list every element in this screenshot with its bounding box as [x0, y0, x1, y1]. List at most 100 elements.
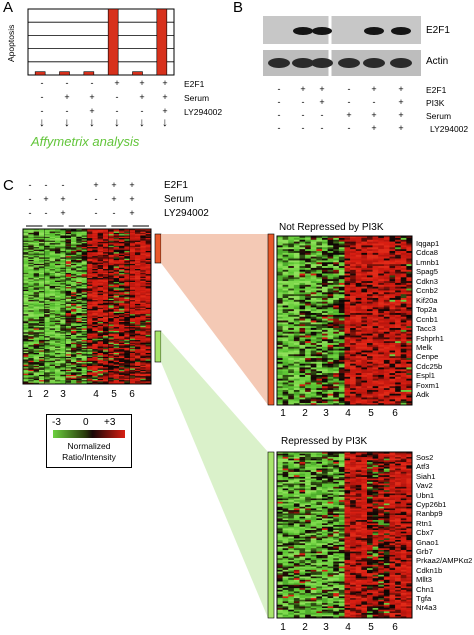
- heatmap-cell: [378, 369, 385, 372]
- heatmap-cell: [76, 249, 82, 252]
- heatmap-cell: [81, 289, 88, 292]
- heatmap-cell: [97, 373, 104, 376]
- heatmap-cell: [39, 306, 45, 309]
- heatmap-cell: [76, 323, 82, 325]
- heatmap-cell: [327, 296, 334, 299]
- heatmap-cell: [33, 323, 40, 325]
- heatmap-cell: [44, 288, 50, 291]
- heatmap-cell: [71, 231, 77, 234]
- heatmap-cell: [372, 251, 379, 254]
- heatmap-cell: [124, 238, 130, 240]
- heatmap-cell: [97, 363, 104, 365]
- heatmap-cell: [119, 306, 125, 309]
- heatmap-cell: [338, 335, 345, 338]
- heatmap-cell: [87, 293, 93, 296]
- heatmap-cell: [55, 230, 61, 232]
- heatmap-cell: [33, 260, 40, 262]
- heatmap-cell: [322, 344, 328, 348]
- heatmap-cell: [129, 243, 136, 245]
- heatmap-cell: [33, 284, 40, 287]
- heatmap-cell: [327, 328, 334, 331]
- heatmap-cell: [372, 296, 379, 299]
- panel-b-sign: +: [398, 123, 404, 133]
- heatmap-cell: [119, 380, 125, 382]
- heatmap-cell: [135, 297, 141, 300]
- heatmap-cell: [395, 258, 402, 261]
- heatmap-cell: [87, 320, 93, 323]
- heatmap-cell: [49, 380, 56, 382]
- heatmap-cell: [288, 337, 295, 340]
- actin-band: [292, 58, 314, 68]
- heatmap-cell: [378, 267, 385, 271]
- heatmap-cell: [361, 324, 368, 327]
- heatmap-cell: [119, 374, 125, 377]
- heatmap-cell: [361, 369, 368, 372]
- heatmap-cell: [65, 338, 72, 341]
- heatmap-cell: [355, 365, 362, 368]
- heatmap-cell: [60, 293, 66, 296]
- heatmap-cell: [87, 350, 93, 353]
- heatmap-cell: [310, 343, 317, 346]
- heatmap-cell: [55, 347, 61, 350]
- heatmap-cell: [305, 243, 312, 246]
- heatmap-cell: [28, 327, 34, 329]
- heatmap-cell: [108, 261, 114, 263]
- heatmap-cell: [293, 320, 300, 323]
- heatmap-cell: [389, 369, 396, 372]
- heatmap-cell: [367, 297, 373, 301]
- heatmap-cell: [140, 338, 146, 341]
- heatmap-cell: [49, 347, 56, 350]
- heatmap-cell: [33, 374, 40, 377]
- heatmap-cell: [119, 236, 125, 239]
- heatmap-cell: [76, 327, 82, 329]
- heatmap-cell: [282, 320, 289, 323]
- heatmap-cell: [92, 254, 98, 257]
- heatmap-cell: [344, 380, 351, 383]
- heatmap-cell: [350, 252, 357, 256]
- heatmap-cell: [316, 277, 323, 280]
- heatmap-cell: [60, 265, 66, 267]
- heatmap-cell: [344, 395, 351, 398]
- heatmap-cell: [81, 284, 88, 287]
- heatmap-cell: [145, 258, 152, 261]
- heatmap-cell: [333, 388, 340, 391]
- heatmap-cell: [282, 348, 289, 351]
- heatmap-cell: [355, 395, 362, 398]
- heatmap-cell: [383, 282, 390, 286]
- heatmap-cell: [355, 249, 362, 252]
- heatmap-cell: [135, 274, 141, 276]
- heatmap-cell: [293, 344, 300, 348]
- heatmap-cell: [310, 292, 317, 295]
- heatmap-cell: [124, 354, 130, 356]
- heatmap-cell: [108, 235, 114, 238]
- panel-c-sign: +: [60, 194, 66, 204]
- heatmap-cell: [119, 252, 125, 254]
- heatmap-cell: [344, 237, 351, 241]
- heatmap-cell: [135, 342, 141, 345]
- heatmap-cell: [28, 371, 34, 373]
- heatmap-cell: [361, 331, 368, 334]
- heatmap-cell: [108, 250, 114, 253]
- heatmap-cell: [28, 241, 34, 244]
- heatmap-cell: [60, 319, 66, 322]
- heatmap-cell: [372, 376, 379, 380]
- heatmap-cell: [361, 241, 368, 244]
- heatmap-cell: [39, 356, 45, 359]
- heatmap-cell: [108, 276, 114, 279]
- heatmap-cell: [361, 382, 368, 385]
- heatmap-cell: [60, 263, 66, 266]
- heatmap-cell: [33, 300, 40, 302]
- heatmap-cell: [288, 382, 295, 385]
- heatmap-cell: [60, 280, 66, 283]
- heatmap-cell: [288, 384, 295, 387]
- heatmap-cell: [305, 339, 312, 342]
- heatmap-cell: [305, 380, 312, 383]
- heatmap-cell: [55, 345, 61, 347]
- heatmap-cell: [282, 399, 289, 402]
- heatmap-cell: [92, 356, 98, 359]
- heatmap-cell: [23, 358, 29, 360]
- heatmap-cell: [71, 296, 77, 298]
- heatmap-cell: [288, 328, 295, 331]
- heatmap-cell: [129, 340, 136, 342]
- heatmap-cell: [389, 316, 396, 319]
